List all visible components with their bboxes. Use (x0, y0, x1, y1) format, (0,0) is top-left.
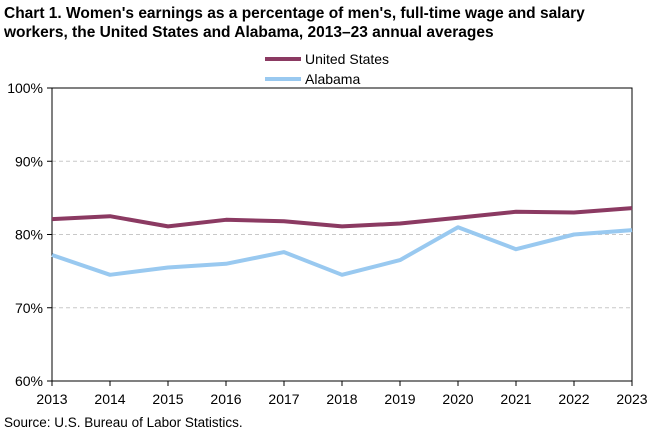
x-axis: 2013 2014 2015 2016 2017 2018 2019 2020 2021 2022… (36, 381, 648, 407)
y-tick-label: 80% (15, 227, 43, 243)
series-line-united-states (51, 206, 633, 229)
chart-title-line-1: Chart 1. Women's earnings as a percentag… (4, 5, 585, 22)
y-tick-label: 60% (15, 373, 43, 389)
x-tick-label: 2022 (558, 391, 589, 407)
y-tick-label: 100% (7, 80, 43, 96)
series-lines (51, 206, 633, 277)
chart-title: Chart 1. Women's earnings as a percentag… (4, 4, 654, 42)
x-tick-label: 2021 (500, 391, 531, 407)
y-tick-label: 70% (15, 300, 43, 316)
series-line-alabama (51, 225, 633, 277)
gridlines (52, 160, 632, 309)
x-tick-label: 2016 (210, 391, 241, 407)
source-note: Source: U.S. Bureau of Labor Statistics. (4, 415, 243, 430)
legend: United States Alabama (265, 51, 389, 87)
y-axis: 60% 70% 80% 90% 100% (7, 80, 52, 389)
legend-label-alabama: Alabama (305, 71, 360, 87)
x-tick-label: 2015 (152, 391, 183, 407)
chart-title-line-2: workers, the United States and Alabama, … (4, 24, 494, 41)
x-tick-label: 2020 (442, 391, 473, 407)
x-tick-label: 2018 (326, 391, 357, 407)
x-tick-label: 2014 (94, 391, 125, 407)
legend-label-united-states: United States (305, 51, 389, 67)
x-tick-label: 2013 (36, 391, 67, 407)
x-tick-label: 2019 (384, 391, 415, 407)
y-tick-label: 90% (15, 153, 43, 169)
x-tick-label: 2023 (616, 391, 647, 407)
x-tick-label: 2017 (268, 391, 299, 407)
